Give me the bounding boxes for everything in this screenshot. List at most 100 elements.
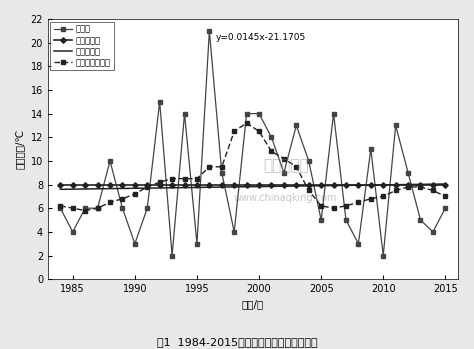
历年値	[269, 135, 274, 139]
变化趋势値	[443, 182, 448, 186]
九点二次平滑値	[194, 177, 200, 181]
九点二次平滑値	[281, 156, 287, 161]
变化趋势値	[287, 184, 292, 188]
多年平均値	[145, 183, 150, 187]
历年値	[368, 147, 374, 151]
多年平均値	[269, 183, 274, 187]
九点二次平滑値	[356, 200, 361, 205]
多年平均値	[418, 183, 423, 187]
九点二次平滑値	[207, 165, 212, 169]
历年値	[182, 112, 187, 116]
历年値	[207, 29, 212, 33]
历年値	[82, 206, 88, 210]
X-axis label: 时间/年: 时间/年	[242, 299, 264, 310]
历年値	[443, 206, 448, 210]
多年平均値	[219, 183, 225, 187]
九点二次平滑値	[319, 204, 324, 208]
变化趋势値	[256, 185, 262, 189]
九点二次平滑値	[368, 196, 374, 201]
九点二次平滑値	[393, 188, 399, 193]
历年値	[107, 159, 113, 163]
九点二次平滑値	[57, 204, 63, 208]
九点二次平滑値	[293, 165, 299, 169]
多年平均値	[194, 183, 200, 187]
多年平均値	[57, 183, 63, 187]
九点二次平滑値	[244, 121, 249, 125]
Text: y=0.0145x-21.1705: y=0.0145x-21.1705	[216, 33, 306, 42]
Line: 九点二次平滑値: 九点二次平滑値	[59, 121, 447, 212]
多年平均値	[157, 183, 163, 187]
历年値	[256, 112, 262, 116]
多年平均値	[256, 183, 262, 187]
历年値	[219, 171, 225, 175]
九点二次平滑値	[82, 208, 88, 213]
历年値	[430, 230, 436, 234]
多年平均値	[95, 183, 100, 187]
九点二次平滑値	[418, 185, 423, 189]
九点二次平滑値	[107, 200, 113, 205]
多年平均値	[182, 183, 187, 187]
多年平均値	[231, 183, 237, 187]
九点二次平滑値	[256, 129, 262, 133]
历年値	[418, 218, 423, 222]
历年値	[356, 242, 361, 246]
多年平均値	[244, 183, 249, 187]
Text: 图1  1984-2015年东营市高温日数变化曲线: 图1 1984-2015年东营市高温日数变化曲线	[157, 337, 317, 348]
多年平均値	[306, 183, 311, 187]
历年値	[244, 112, 249, 116]
Line: 多年平均値: 多年平均値	[58, 183, 447, 186]
Line: 变化趋势値: 变化趋势値	[60, 184, 446, 189]
变化趋势値	[131, 186, 137, 191]
九点二次平滑値	[343, 204, 349, 208]
变化趋势値	[423, 182, 429, 186]
多年平均値	[82, 183, 88, 187]
多年平均値	[430, 183, 436, 187]
九点二次平滑値	[405, 185, 411, 189]
九点二次平滑値	[381, 194, 386, 199]
历年値	[194, 242, 200, 246]
历年値	[393, 123, 399, 127]
九点二次平滑値	[443, 194, 448, 199]
Text: 中国期刊网: 中国期刊网	[263, 158, 309, 173]
多年平均値	[331, 183, 337, 187]
九点二次平滑値	[219, 165, 225, 169]
九点二次平滑値	[182, 177, 187, 181]
历年値	[281, 171, 287, 175]
历年値	[95, 206, 100, 210]
Y-axis label: 高温日数/℃: 高温日数/℃	[15, 129, 25, 169]
九点二次平滑値	[95, 206, 100, 210]
历年値	[145, 206, 150, 210]
变化趋势値	[57, 187, 63, 191]
历年値	[405, 171, 411, 175]
多年平均値	[405, 183, 411, 187]
多年平均値	[207, 183, 212, 187]
历年値	[119, 206, 125, 210]
九点二次平滑値	[169, 177, 175, 181]
九点二次平滑値	[132, 192, 137, 196]
九点二次平滑値	[331, 206, 337, 210]
历年値	[57, 206, 63, 210]
九点二次平滑値	[70, 206, 75, 210]
Text: www.chinaqking.com: www.chinaqking.com	[234, 193, 337, 203]
多年平均値	[169, 183, 175, 187]
历年値	[343, 218, 349, 222]
九点二次平滑値	[430, 188, 436, 193]
历年値	[231, 230, 237, 234]
九点二次平滑値	[306, 188, 311, 193]
九点二次平滑値	[119, 196, 125, 201]
九点二次平滑値	[231, 129, 237, 133]
多年平均値	[393, 183, 399, 187]
多年平均値	[356, 183, 361, 187]
历年値	[293, 123, 299, 127]
历年値	[169, 253, 175, 258]
多年平均値	[107, 183, 113, 187]
多年平均値	[132, 183, 137, 187]
多年平均値	[368, 183, 374, 187]
多年平均値	[119, 183, 125, 187]
Line: 历年値: 历年値	[58, 28, 448, 258]
历年値	[306, 159, 311, 163]
多年平均値	[381, 183, 386, 187]
多年平均値	[443, 183, 448, 187]
变化趋势値	[147, 186, 153, 190]
多年平均値	[70, 183, 75, 187]
